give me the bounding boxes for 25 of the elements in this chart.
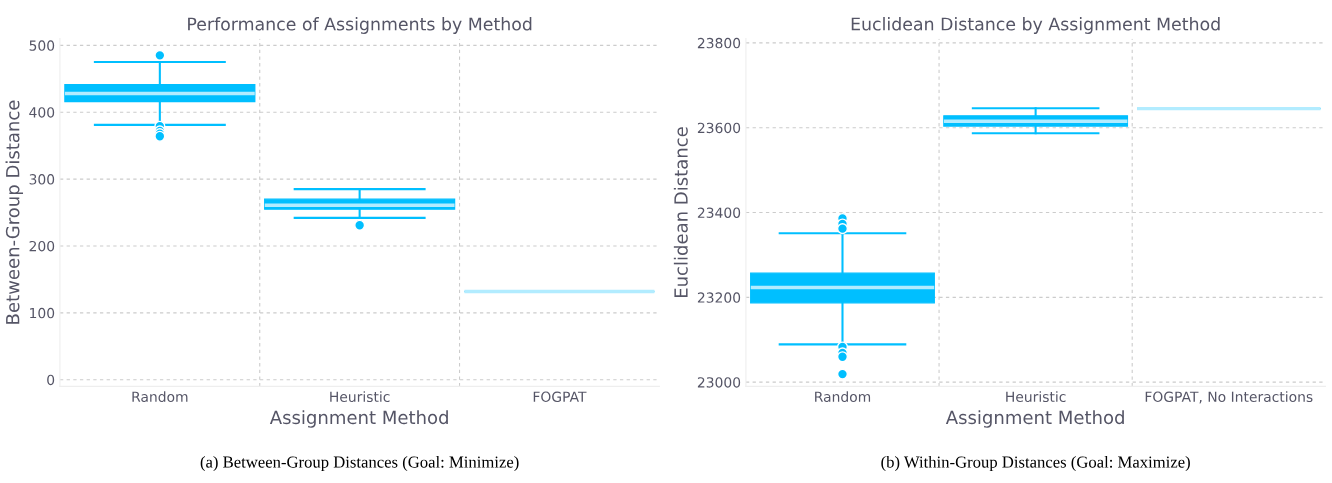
x-tick-label: Random — [132, 391, 188, 403]
x-tick-label: Random — [815, 391, 871, 403]
y-tick-label: 0 — [47, 374, 55, 386]
x-axis-title: Assignment Method — [269, 410, 448, 428]
text: (b) Within-Group Distances (Goal: Maximize) — [881, 455, 1190, 472]
x-tick-label: Heuristic — [330, 391, 390, 403]
y-axis-title: Between-Group Distance — [5, 100, 24, 324]
y-tick-label: 23800 — [697, 37, 741, 49]
y-axis-title: Euclidean Distance — [673, 127, 688, 298]
x-axis-title: Assignment Method — [945, 410, 1124, 428]
y-tick-label: 23000 — [697, 377, 741, 388]
x-tick-label: FOGPAT — [533, 391, 587, 403]
y-tick-label: 200 — [29, 240, 55, 252]
y-tick-label: 300 — [29, 174, 55, 185]
chart-title: Euclidean Distance by Assignment Method — [851, 17, 1220, 34]
text: (a) Between-Group Distances (Goal: Minimize) — [200, 455, 519, 472]
y-tick-label: 500 — [29, 40, 55, 51]
x-tick-label: FOGPAT, No Interactions — [1145, 391, 1313, 404]
y-tick-label: 400 — [29, 107, 55, 118]
y-tick-label: 23600 — [697, 122, 741, 134]
y-tick-label: 100 — [30, 307, 55, 319]
y-tick-label: 23200 — [697, 292, 741, 303]
x-tick-label: Heuristic — [1006, 391, 1066, 403]
y-tick-label: 23400 — [697, 207, 741, 218]
chart-title: Performance of Assignments by Method — [188, 17, 532, 34]
